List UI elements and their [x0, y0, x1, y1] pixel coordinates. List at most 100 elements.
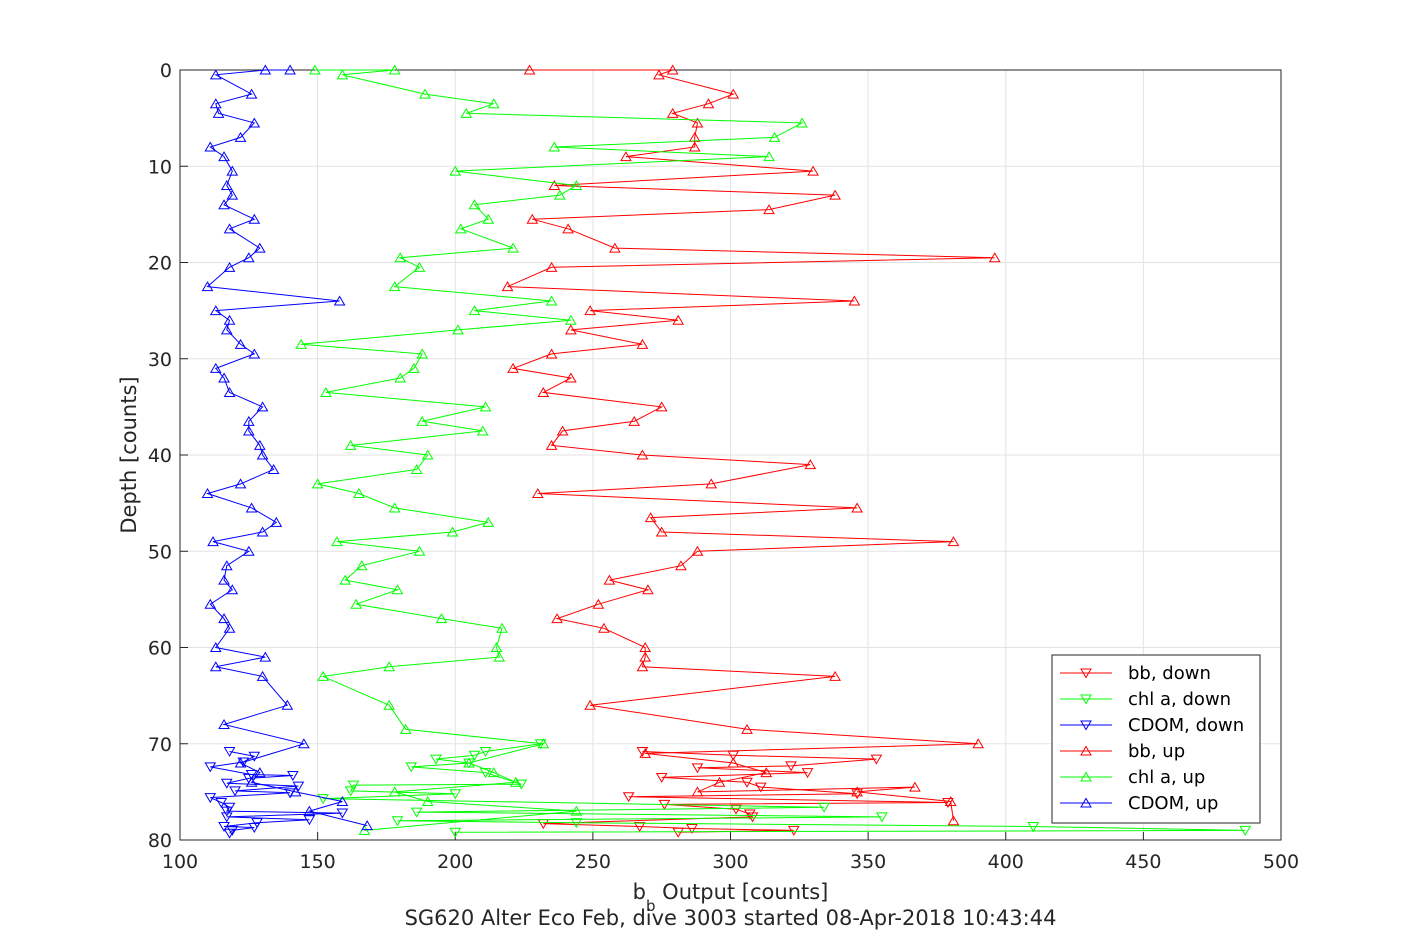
- series-bb-down: [537, 746, 954, 838]
- data-point-cdom-up: [242, 545, 255, 556]
- legend-label: CDOM, down: [1128, 715, 1244, 736]
- data-point-cdom-up: [220, 560, 233, 571]
- data-point-bb-down: [741, 777, 753, 788]
- data-point-cdom-up: [204, 598, 217, 609]
- data-point-cdom-down: [336, 808, 349, 819]
- legend-label: bb, up: [1128, 741, 1185, 762]
- data-point-chl-a-up: [383, 699, 396, 710]
- data-point-bb-up: [655, 526, 668, 537]
- data-point-bb-up: [564, 372, 577, 383]
- data-point-chl-a-up: [308, 64, 321, 75]
- data-point-bb-up: [909, 781, 921, 792]
- data-point-chl-a-down: [818, 802, 830, 813]
- data-point-chl-a-up: [421, 449, 434, 460]
- data-point-bb-down: [851, 789, 863, 800]
- legend-entry-chl-a-up: chl a, up: [1060, 767, 1205, 788]
- data-point-bb-up: [655, 401, 668, 412]
- data-point-chl-a-up: [454, 223, 467, 234]
- data-point-chl-a-up: [353, 488, 365, 498]
- data-point-bb-up: [741, 723, 753, 734]
- data-point-chl-a-up: [311, 478, 324, 489]
- data-point-chl-a-up: [394, 372, 407, 383]
- data-point-bb-up: [760, 767, 773, 778]
- y-tick-label: 60: [148, 638, 172, 660]
- data-point-cdom-up: [256, 670, 269, 681]
- data-point-cdom-up: [242, 252, 255, 263]
- data-point-cdom-up: [209, 642, 222, 652]
- data-point-bb-up: [620, 151, 632, 162]
- data-point-chl-a-up: [768, 131, 781, 142]
- data-point-bb-up: [644, 512, 657, 523]
- data-point-chl-a-up: [449, 165, 462, 176]
- data-point-cdom-up: [223, 386, 236, 397]
- data-point-cdom-up: [253, 242, 266, 253]
- data-point-bb-up: [603, 574, 616, 585]
- data-point-bb-up: [545, 348, 558, 359]
- data-point-cdom-down: [248, 751, 261, 762]
- x-tick-label: 350: [850, 851, 886, 873]
- series-layer: [201, 64, 1252, 839]
- legend-marker: [1080, 771, 1092, 782]
- data-point-chl-a-up: [336, 69, 349, 80]
- data-point-cdom-up: [234, 478, 247, 489]
- data-point-chl-a-up: [507, 242, 519, 253]
- data-point-cdom-up: [226, 189, 239, 200]
- data-point-cdom-up: [212, 107, 225, 118]
- data-point-cdom-up: [253, 767, 266, 778]
- data-point-chl-a-up: [383, 661, 396, 672]
- data-point-cdom-up: [270, 516, 283, 527]
- data-point-chl-a-down: [344, 786, 357, 797]
- data-point-cdom-up: [218, 372, 230, 383]
- data-point-chl-a-down: [468, 750, 481, 761]
- data-point-cdom-up: [218, 719, 230, 729]
- data-point-bb-up: [653, 69, 665, 80]
- data-point-chl-a-up: [509, 776, 522, 787]
- data-point-bb-up: [851, 502, 863, 513]
- data-point-bb-up: [666, 107, 679, 118]
- data-point-bb-down: [730, 804, 742, 815]
- data-point-bb-up: [807, 165, 819, 176]
- data-point-cdom-up: [207, 536, 219, 547]
- data-point-chl-a-down: [1239, 825, 1252, 836]
- data-point-cdom-up: [256, 449, 269, 460]
- data-point-chl-a-up: [413, 261, 426, 272]
- data-point-chl-a-up: [391, 584, 404, 595]
- data-point-cdom-up: [248, 213, 261, 224]
- data-point-chl-a-down: [391, 816, 404, 827]
- data-point-bb-up: [972, 738, 985, 749]
- data-point-chl-a-down: [1027, 822, 1040, 833]
- data-point-bb-up: [636, 338, 649, 349]
- data-point-bb-up: [531, 488, 544, 498]
- data-point-cdom-up: [256, 526, 269, 537]
- series-line-cdom-up: [205, 69, 368, 827]
- data-point-cdom-up: [218, 574, 230, 585]
- legend-entry-bb-down: bb, down: [1060, 663, 1211, 684]
- data-point-cdom-up: [336, 796, 349, 806]
- data-point-cdom-up: [234, 757, 247, 768]
- data-point-bb-up: [564, 324, 577, 335]
- data-point-cdom-up: [259, 651, 272, 662]
- data-point-bb-up: [804, 459, 817, 470]
- series-chl-a-up: [295, 64, 808, 835]
- series-line-chl-a-up: [301, 69, 805, 831]
- data-point-bb-up: [988, 252, 1001, 263]
- data-point-bb-up: [848, 295, 861, 306]
- data-point-cdom-up: [223, 261, 236, 272]
- data-point-cdom-up: [303, 805, 316, 816]
- data-point-cdom-up: [253, 439, 266, 450]
- data-point-bb-up: [672, 314, 685, 325]
- data-point-bb-down: [787, 825, 800, 836]
- data-point-bb-down: [754, 782, 767, 793]
- data-point-cdom-down: [204, 762, 217, 773]
- data-point-cdom-down: [220, 812, 233, 823]
- y-tick-label: 80: [148, 830, 172, 852]
- data-point-cdom-up: [218, 613, 230, 624]
- series-line-bb-up: [507, 69, 995, 821]
- data-point-chl-a-up: [416, 415, 429, 426]
- data-point-cdom-up: [284, 64, 296, 75]
- series-line-cdom-down: [210, 751, 343, 834]
- y-tick-label: 30: [148, 349, 172, 371]
- series-line-chl-a-down: [323, 743, 1246, 833]
- data-point-chl-a-up: [487, 767, 500, 778]
